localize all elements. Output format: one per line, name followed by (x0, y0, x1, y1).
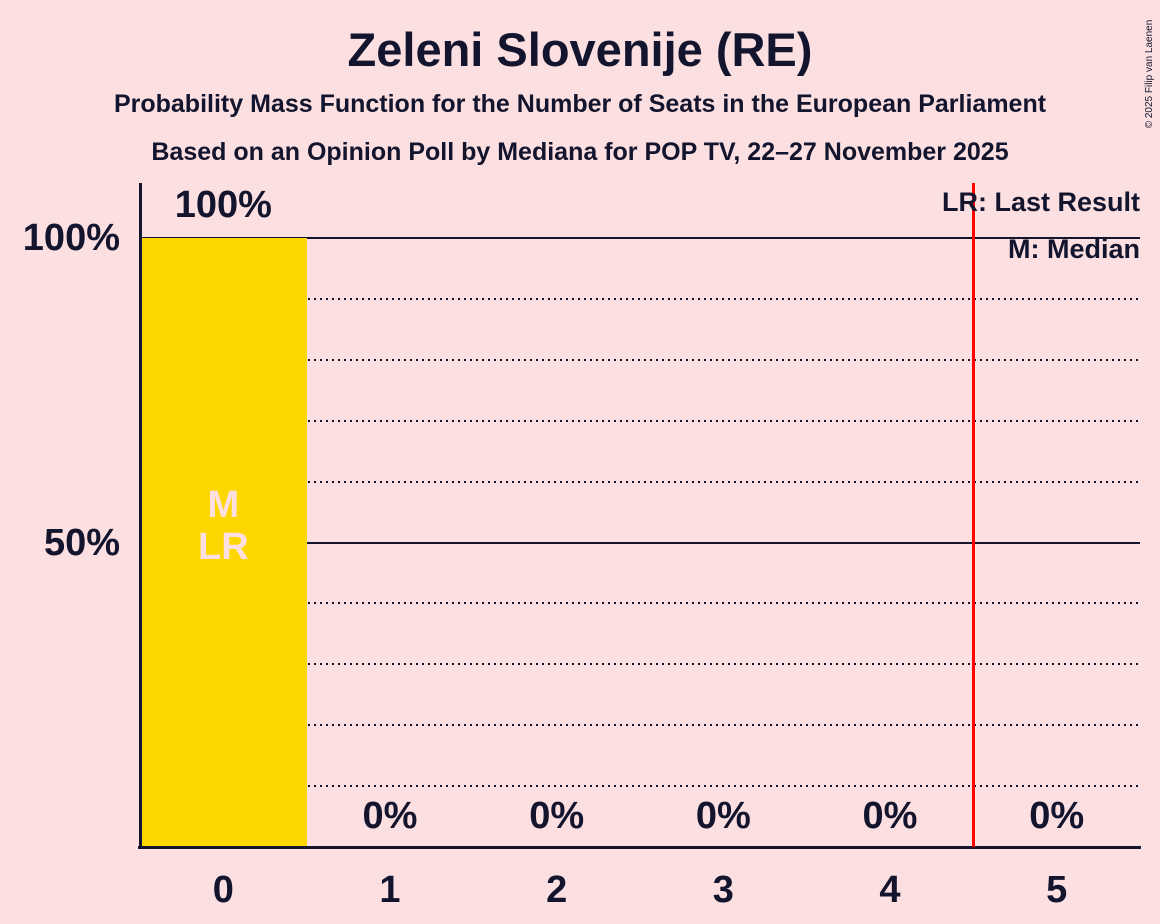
x-tick-label-0: 0 (212, 869, 234, 911)
gridline-dotted-60 (140, 480, 1140, 483)
x-axis-line (138, 845, 1141, 849)
x-tick-label-1: 1 (379, 869, 401, 911)
legend-last-result: LR: Last Result (941, 187, 1140, 217)
gridline-dotted-20 (140, 724, 1140, 727)
bar-value-label-1: 0% (362, 795, 418, 837)
legend-median: M: Median (1008, 234, 1140, 264)
bar-value-label-0: 100% (174, 184, 272, 226)
chart-title: Zeleni Slovenije (RE) (347, 23, 813, 76)
x-tick-label-3: 3 (712, 869, 734, 911)
bar-0 (140, 238, 307, 847)
gridline-dotted-80 (140, 358, 1140, 361)
gridline-dotted-40 (140, 602, 1140, 605)
last-result-line (971, 183, 975, 847)
gridline-dotted-70 (140, 419, 1140, 422)
bar-annotation-median-lastresult: M LR (198, 484, 249, 568)
gridline-solid-50 (140, 541, 1140, 544)
chart-subtitle-2: Based on an Opinion Poll by Mediana for … (151, 138, 1009, 166)
x-tick-label-4: 4 (879, 869, 901, 911)
x-tick-label-2: 2 (546, 869, 568, 911)
bar-value-label-4: 0% (862, 795, 918, 837)
bar-value-label-5: 0% (1029, 795, 1085, 837)
chart-subtitle-1: Probability Mass Function for the Number… (113, 90, 1047, 118)
bar-value-label-2: 0% (529, 795, 585, 837)
x-tick-label-5: 5 (1046, 869, 1068, 911)
gridline-dotted-90 (140, 297, 1140, 300)
gridline-solid-100 (140, 237, 1140, 239)
y-axis-label-100: 100% (22, 217, 120, 259)
y-axis-label-50: 50% (43, 521, 120, 564)
gridline-dotted-30 (140, 663, 1140, 666)
bar-value-label-3: 0% (695, 795, 751, 837)
gridline-dotted-10 (140, 785, 1140, 788)
y-axis-line (138, 183, 142, 848)
